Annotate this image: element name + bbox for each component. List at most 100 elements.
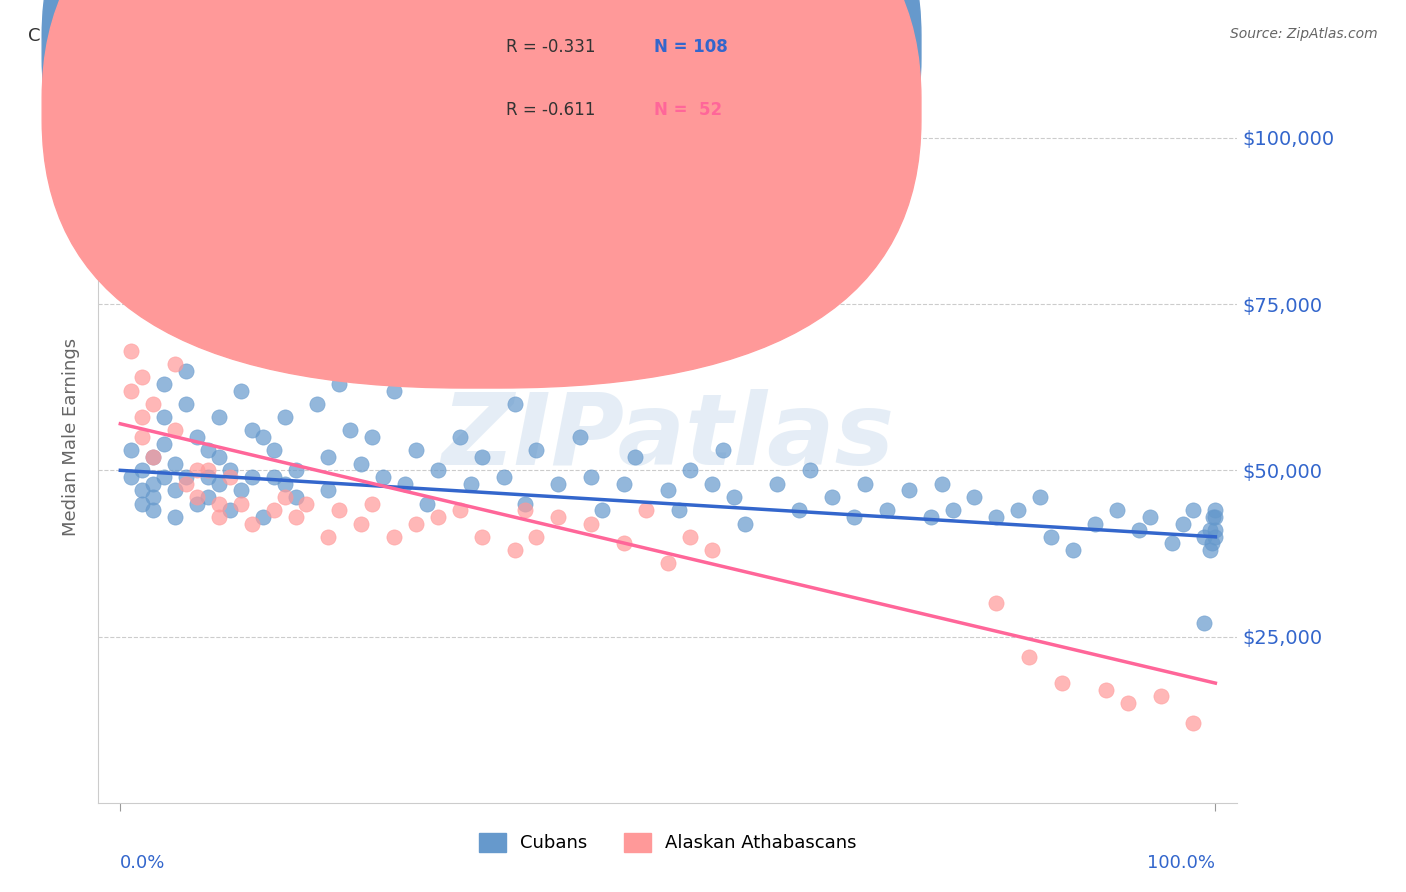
Cubans <box>318 450 340 464</box>
Cubans <box>1194 616 1216 631</box>
Cubans <box>153 436 176 450</box>
Cubans <box>208 410 231 425</box>
Text: 0.0%: 0.0% <box>121 854 166 872</box>
Cubans <box>120 443 142 458</box>
Alaskan Athabascans <box>657 557 679 571</box>
Cubans <box>821 490 844 504</box>
Cubans <box>897 483 920 498</box>
Cubans <box>963 490 986 504</box>
Alaskan Athabascans <box>208 497 231 511</box>
Cubans <box>723 490 745 504</box>
Alaskan Athabascans <box>153 237 176 252</box>
Alaskan Athabascans <box>165 424 187 438</box>
Cubans <box>876 503 898 517</box>
Cubans <box>153 376 176 391</box>
Alaskan Athabascans <box>526 530 548 544</box>
Alaskan Athabascans <box>218 470 240 484</box>
Cubans <box>307 397 329 411</box>
Cubans <box>460 476 482 491</box>
Alaskan Athabascans <box>284 509 307 524</box>
Cubans <box>1105 503 1128 517</box>
Cubans <box>503 397 526 411</box>
Alaskan Athabascans <box>634 503 657 517</box>
Cubans <box>449 430 471 444</box>
Cubans <box>1062 543 1084 558</box>
Cubans <box>371 470 394 484</box>
Cubans <box>263 443 285 458</box>
Alaskan Athabascans <box>986 596 1008 610</box>
Cubans <box>273 476 295 491</box>
Cubans <box>229 384 252 398</box>
Legend: Cubans, Alaskan Athabascans: Cubans, Alaskan Athabascans <box>471 826 865 860</box>
Cubans <box>208 476 231 491</box>
Alaskan Athabascans <box>174 476 197 491</box>
Cubans <box>165 483 187 498</box>
Cubans <box>350 457 373 471</box>
Cubans <box>1171 516 1194 531</box>
Text: Source: ZipAtlas.com: Source: ZipAtlas.com <box>1230 27 1378 41</box>
Alaskan Athabascans <box>186 463 208 477</box>
Alaskan Athabascans <box>1050 676 1073 690</box>
Cubans <box>471 450 494 464</box>
Cubans <box>734 516 756 531</box>
Cubans <box>426 463 449 477</box>
Cubans <box>197 443 219 458</box>
Alaskan Athabascans <box>1149 690 1171 704</box>
Alaskan Athabascans <box>471 530 494 544</box>
Cubans <box>416 497 439 511</box>
Alaskan Athabascans <box>1018 649 1040 664</box>
Cubans <box>679 463 702 477</box>
Alaskan Athabascans <box>208 509 231 524</box>
Alaskan Athabascans <box>142 450 165 464</box>
Alaskan Athabascans <box>142 397 165 411</box>
Cubans <box>591 503 613 517</box>
Alaskan Athabascans <box>273 490 295 504</box>
Cubans <box>766 476 789 491</box>
Cubans <box>579 470 602 484</box>
Cubans <box>799 463 821 477</box>
Cubans <box>1201 536 1223 550</box>
Alaskan Athabascans <box>263 503 285 517</box>
Alaskan Athabascans <box>449 503 471 517</box>
Cubans <box>284 490 307 504</box>
Cubans <box>1084 516 1107 531</box>
Cubans <box>787 503 810 517</box>
Alaskan Athabascans <box>613 536 636 550</box>
Cubans <box>569 430 592 444</box>
Alaskan Athabascans <box>679 530 702 544</box>
Cubans <box>986 509 1008 524</box>
Alaskan Athabascans <box>120 343 142 358</box>
Cubans <box>174 363 197 377</box>
Alaskan Athabascans <box>240 516 263 531</box>
Cubans <box>208 450 231 464</box>
Cubans <box>1204 523 1226 537</box>
Cubans <box>153 410 176 425</box>
Cubans <box>547 476 569 491</box>
Cubans <box>1204 503 1226 517</box>
Alaskan Athabascans <box>700 543 723 558</box>
Cubans <box>165 509 187 524</box>
Alaskan Athabascans <box>1182 716 1205 731</box>
Alaskan Athabascans <box>229 497 252 511</box>
Cubans <box>153 470 176 484</box>
Alaskan Athabascans <box>350 516 373 531</box>
Cubans <box>1139 509 1161 524</box>
Text: R = -0.331: R = -0.331 <box>506 38 596 56</box>
Cubans <box>131 483 153 498</box>
Cubans <box>339 424 361 438</box>
Cubans <box>186 497 208 511</box>
Alaskan Athabascans <box>503 543 526 558</box>
Cubans <box>492 470 515 484</box>
Cubans <box>1029 490 1052 504</box>
Text: R = -0.611: R = -0.611 <box>506 101 596 119</box>
Cubans <box>515 497 537 511</box>
Y-axis label: Median Male Earnings: Median Male Earnings <box>62 338 80 536</box>
Alaskan Athabascans <box>328 503 350 517</box>
Alaskan Athabascans <box>186 490 208 504</box>
Text: ZIPatlas: ZIPatlas <box>441 389 894 485</box>
Cubans <box>174 397 197 411</box>
Alaskan Athabascans <box>579 516 602 531</box>
Cubans <box>613 476 636 491</box>
Cubans <box>1202 509 1225 524</box>
Cubans <box>931 476 953 491</box>
